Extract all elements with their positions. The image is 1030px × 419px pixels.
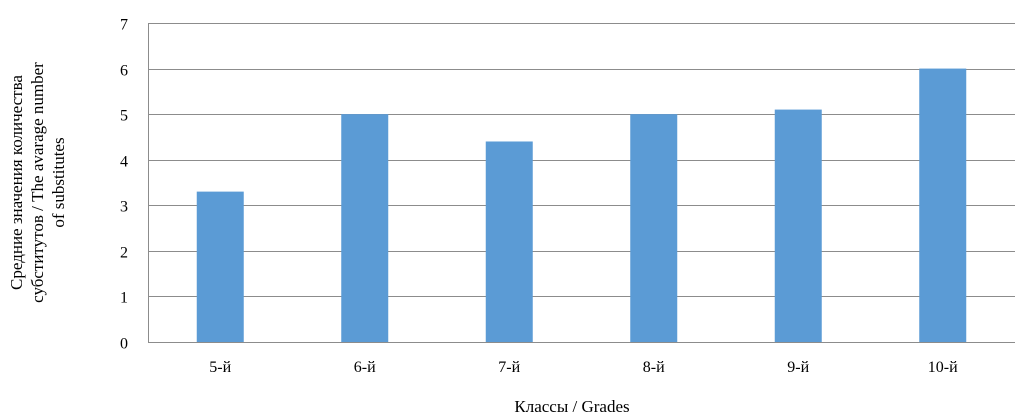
x-tick-label: 8-й	[643, 359, 665, 376]
bar-7-й	[486, 141, 533, 342]
x-tick-label: 10-й	[928, 359, 958, 376]
y-axis-title: Средние значения количества субститутов /…	[7, 62, 68, 303]
axes	[148, 23, 1015, 343]
y-tick-label: 5	[120, 108, 128, 125]
y-tick-label: 2	[120, 245, 128, 262]
gridlines	[148, 24, 1015, 297]
bar-5-й	[197, 192, 244, 342]
bar-9-й	[775, 110, 822, 342]
y-tick-label: 4	[120, 154, 128, 171]
bar-8-й	[630, 114, 677, 342]
x-tick-label: 7-й	[498, 359, 520, 376]
y-tick-label: 1	[120, 290, 128, 307]
y-tick-labels: 0 1 2 3 4 5 6 7	[120, 17, 128, 353]
x-axis-title: Классы / Grades	[514, 397, 629, 416]
y-tick-label: 6	[120, 63, 128, 80]
y-axis-title-line: of substitutes	[49, 137, 68, 227]
x-tick-label: 9-й	[787, 359, 809, 376]
bar-10-й	[919, 69, 966, 342]
x-tick-label: 6-й	[354, 359, 376, 376]
y-tick-label: 0	[120, 336, 128, 353]
x-tick-label: 5-й	[209, 359, 231, 376]
y-tick-label: 3	[120, 199, 128, 216]
y-tick-label: 7	[120, 17, 128, 34]
x-tick-labels: 5-й 6-й 7-й 8-й 9-й 10-й	[209, 359, 958, 376]
y-axis-title-line: субститутов / The avarage number	[28, 62, 47, 303]
y-axis-title-line: Средние значения количества	[7, 75, 26, 290]
bar-6-й	[341, 114, 388, 342]
